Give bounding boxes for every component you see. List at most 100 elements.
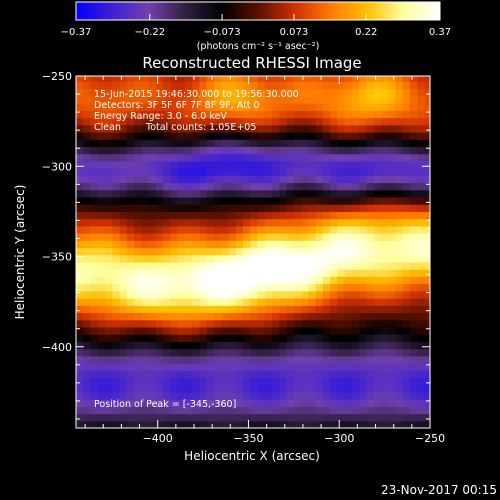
heatmap-cell xyxy=(206,240,215,249)
heatmap-cell xyxy=(322,204,331,212)
heatmap-cell xyxy=(301,413,309,422)
heatmap-cell xyxy=(192,420,201,428)
heatmap-cell xyxy=(97,218,106,227)
heatmap-cell xyxy=(250,225,259,234)
heatmap-cell xyxy=(228,290,237,299)
heatmap-cell xyxy=(366,81,375,90)
colorbar-tick-label: −0.22 xyxy=(134,27,165,38)
heatmap-cell xyxy=(257,131,266,140)
heatmap-cell xyxy=(163,406,171,415)
heatmap-cell xyxy=(213,391,222,400)
heatmap-cell xyxy=(322,298,331,306)
heatmap-cell xyxy=(351,348,360,357)
heatmap-cell xyxy=(221,247,230,256)
heatmap-cell xyxy=(308,103,317,111)
heatmap-cell xyxy=(221,355,230,364)
heatmap-cell xyxy=(373,348,382,357)
heatmap-cell xyxy=(322,384,331,393)
heatmap-cell xyxy=(90,146,99,155)
heatmap-cell xyxy=(330,160,339,169)
heatmap-cell xyxy=(243,182,251,191)
heatmap-cell xyxy=(177,146,186,155)
heatmap-cell xyxy=(286,218,295,227)
heatmap-cell xyxy=(155,175,164,184)
heatmap-cell xyxy=(112,348,121,357)
heatmap-cell xyxy=(221,370,230,379)
heatmap-cell xyxy=(308,319,317,328)
heatmap-cell xyxy=(90,117,99,126)
heatmap-cell xyxy=(199,124,208,133)
heatmap-cell xyxy=(90,204,99,212)
heatmap-cell xyxy=(373,240,382,249)
heatmap-cell xyxy=(97,131,106,140)
heatmap-cell xyxy=(373,124,382,133)
heatmap-cell xyxy=(272,276,280,285)
heatmap-cell xyxy=(105,261,113,270)
heatmap-cell xyxy=(177,211,186,220)
heatmap-cell xyxy=(410,254,418,263)
heatmap-cell xyxy=(243,276,251,285)
heatmap-cell xyxy=(199,131,208,140)
heatmap-cell xyxy=(170,399,179,407)
heatmap-cell xyxy=(221,319,230,328)
heatmap-cell xyxy=(380,131,389,140)
heatmap-cell xyxy=(373,131,382,140)
heatmap-cell xyxy=(221,269,230,277)
heatmap-cell xyxy=(148,363,157,371)
heatmap-cell xyxy=(170,377,179,386)
heatmap-cell xyxy=(126,160,135,169)
heatmap-cell xyxy=(308,370,317,379)
heatmap-cell xyxy=(351,319,360,328)
heatmap-cell xyxy=(344,406,353,415)
heatmap-cell xyxy=(206,211,215,220)
heatmap-cell xyxy=(126,413,135,422)
heatmap-cell xyxy=(264,413,273,422)
heatmap-cell xyxy=(264,153,273,162)
heatmap-cell xyxy=(184,413,193,422)
heatmap-cell xyxy=(293,240,302,249)
heatmap-cell xyxy=(308,81,317,90)
heatmap-cell xyxy=(395,283,404,292)
heatmap-cell xyxy=(293,355,302,364)
heatmap-cell xyxy=(410,204,418,212)
heatmap-cell xyxy=(192,290,201,299)
heatmap-cell xyxy=(395,326,404,335)
heatmap-cell xyxy=(417,363,426,371)
heatmap-cell xyxy=(264,160,273,169)
heatmap-cell xyxy=(301,370,309,379)
heatmap-cell xyxy=(308,146,317,155)
heatmap-cell xyxy=(344,420,353,428)
heatmap-cell xyxy=(228,319,237,328)
heatmap-cell xyxy=(221,254,230,263)
heatmap-cells xyxy=(76,76,430,428)
heatmap-cell xyxy=(213,76,222,83)
heatmap-cell xyxy=(322,319,331,328)
heatmap-cell xyxy=(83,355,92,364)
heatmap-cell xyxy=(105,88,113,97)
heatmap-cell xyxy=(410,305,418,314)
heatmap-cell xyxy=(330,406,339,415)
heatmap-cell xyxy=(76,218,84,227)
heatmap-cell xyxy=(395,348,404,357)
heatmap-cell xyxy=(315,233,324,241)
heatmap-cell xyxy=(279,269,288,277)
heatmap-cell xyxy=(126,276,135,285)
heatmap-cell xyxy=(134,160,142,169)
heatmap-cell xyxy=(359,370,368,379)
heatmap-cell xyxy=(228,348,237,357)
heatmap-cell xyxy=(105,240,113,249)
heatmap-cell xyxy=(163,334,171,342)
heatmap-cell xyxy=(243,76,251,83)
heatmap-cell xyxy=(380,225,389,234)
heatmap-cell xyxy=(155,276,164,285)
heatmap-cell xyxy=(315,363,324,371)
heatmap-cell xyxy=(322,290,331,299)
heatmap-cell xyxy=(155,139,164,147)
heatmap-cell xyxy=(293,341,302,350)
heatmap-cell xyxy=(366,182,375,191)
heatmap-cell xyxy=(148,146,157,155)
heatmap-cell xyxy=(141,254,150,263)
heatmap-cell xyxy=(344,384,353,393)
heatmap-cell xyxy=(424,355,430,364)
heatmap-cell xyxy=(264,319,273,328)
